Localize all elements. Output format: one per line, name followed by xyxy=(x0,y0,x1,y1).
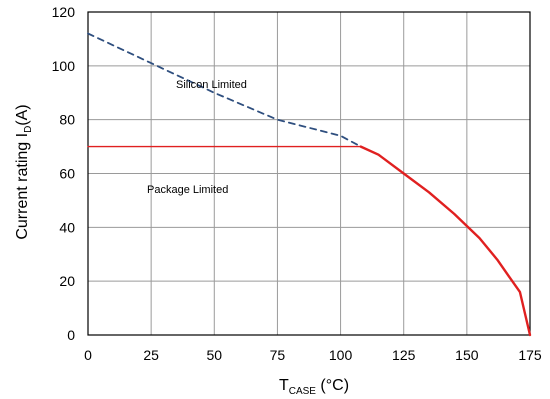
x-tick-label: 125 xyxy=(392,347,416,363)
series-group xyxy=(87,32,532,337)
x-axis-title: TCASE (°C) xyxy=(279,377,349,397)
x-tick-label: 100 xyxy=(329,347,353,363)
grid-lines xyxy=(87,11,531,336)
x-tick-labels: 0 25 50 75 100 125 150 175 xyxy=(84,347,542,363)
y-tick-labels: 0 20 40 60 80 100 120 xyxy=(52,4,76,343)
annotation-silicon-limited: Silicon Limited xyxy=(176,79,247,91)
y-tick-label: 0 xyxy=(67,327,75,343)
x-tick-label: 25 xyxy=(143,347,159,363)
x-tick-label: 175 xyxy=(518,347,542,363)
x-tick-label: 0 xyxy=(84,347,92,363)
y-tick-label: 20 xyxy=(59,273,75,289)
annotation-package-limited: Package Limited xyxy=(147,184,228,196)
plot-frame xyxy=(87,11,531,336)
y-axis-title: Current rating ID(A) xyxy=(14,104,34,239)
x-tick-label: 50 xyxy=(206,347,222,363)
y-tick-label: 80 xyxy=(59,112,75,128)
y-tick-label: 60 xyxy=(59,166,75,182)
y-tick-label: 120 xyxy=(52,4,76,20)
y-tick-label: 40 xyxy=(59,219,75,235)
y-tick-label: 100 xyxy=(52,58,76,74)
series-line-1 xyxy=(87,32,362,148)
x-tick-label: 150 xyxy=(455,347,479,363)
series-line-3 xyxy=(359,145,532,337)
x-tick-label: 75 xyxy=(270,347,286,363)
